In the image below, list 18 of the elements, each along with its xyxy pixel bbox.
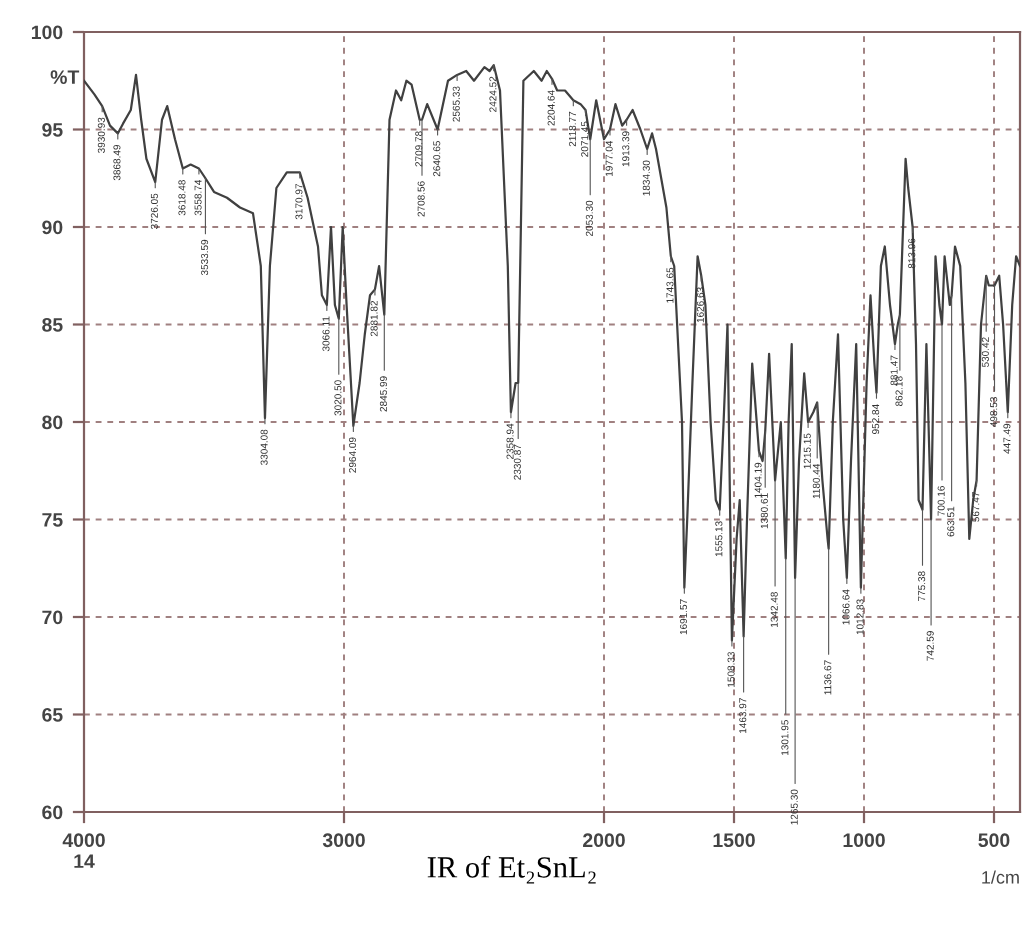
x-tick-label: 3000 [322,833,365,848]
x-tick-label: 4000 14 [62,833,105,868]
x-tick-label: 1000 [843,833,885,848]
x-tick-label: 2000 [583,833,625,848]
y-tick-label: 65 [42,707,63,722]
y-tick-label: 95 [42,122,63,137]
x-tick-label: 500 [978,833,1010,848]
y-axis-title: %T [50,70,80,84]
x-tick-label: 1500 [713,833,755,848]
y-tick-label: 85 [42,317,63,332]
y-tick-label: 60 [42,805,63,820]
y-tick-label: 70 [42,610,63,625]
text: IR of Et₂SnL₂ [427,855,596,884]
y-tick-label: 80 [42,415,63,430]
x-axis-title: 1/cm [982,870,1019,884]
y-tick-label: 100 [31,25,63,40]
y-tick-label: 75 [42,513,63,527]
y-tick-label: 90 [42,220,63,235]
